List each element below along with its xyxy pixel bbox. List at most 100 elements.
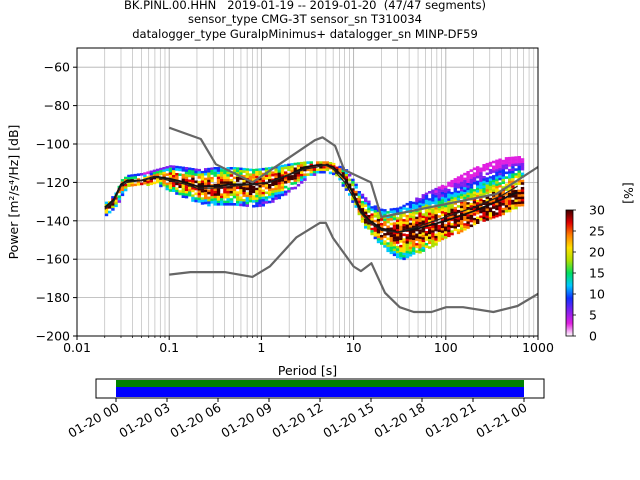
pdf-cell bbox=[421, 218, 425, 221]
pdf-cell bbox=[511, 195, 515, 198]
pdf-cell bbox=[367, 205, 371, 208]
pdf-cell bbox=[504, 159, 509, 163]
pdf-cell bbox=[418, 198, 422, 201]
pdf-cell bbox=[514, 194, 518, 198]
pdf-cell bbox=[405, 214, 409, 218]
pdf-cell bbox=[463, 184, 467, 188]
pdf-cell bbox=[191, 196, 195, 200]
pdf-cell bbox=[287, 168, 291, 171]
pdf-cell bbox=[514, 158, 518, 162]
pdf-cell bbox=[191, 182, 195, 185]
pdf-cell bbox=[194, 192, 198, 196]
pdf-cell bbox=[200, 197, 205, 200]
pdf-cell bbox=[408, 232, 413, 235]
pdf-cell bbox=[143, 174, 147, 178]
pdf-cell bbox=[472, 213, 477, 216]
pdf-cell bbox=[300, 171, 304, 175]
pdf-cell bbox=[274, 194, 278, 198]
pdf-cell bbox=[396, 229, 400, 232]
pdf-cell bbox=[421, 249, 425, 252]
pdf-cell bbox=[197, 195, 201, 198]
pdf-cell bbox=[460, 217, 464, 221]
pdf-cell bbox=[440, 201, 445, 205]
pdf-cell bbox=[252, 204, 256, 208]
timeline-tick-label: 01-20 12 bbox=[269, 400, 325, 441]
pdf-cell bbox=[344, 188, 349, 191]
pdf-cell bbox=[197, 197, 201, 201]
pdf-cell bbox=[508, 168, 512, 172]
pdf-cell bbox=[380, 218, 384, 221]
pdf-cell bbox=[210, 177, 214, 180]
pdf-cell bbox=[498, 182, 502, 186]
pdf-cell bbox=[495, 214, 499, 218]
pdf-cell bbox=[517, 182, 521, 185]
pdf-cell bbox=[466, 214, 470, 217]
pdf-cell bbox=[405, 224, 409, 228]
pdf-cell bbox=[178, 192, 182, 196]
pdf-cell bbox=[520, 179, 525, 183]
pdf-cell bbox=[216, 169, 221, 172]
pdf-cell bbox=[168, 170, 173, 173]
pdf-cell bbox=[431, 239, 435, 243]
pdf-cell bbox=[303, 173, 307, 177]
pdf-cell bbox=[261, 191, 265, 195]
pdf-cell bbox=[456, 190, 461, 194]
pdf-cell bbox=[456, 231, 461, 235]
pdf-cell bbox=[293, 172, 297, 175]
pdf-cell bbox=[431, 225, 435, 229]
pdf-cell bbox=[284, 178, 288, 182]
pdf-cell bbox=[242, 167, 246, 171]
pdf-cell bbox=[485, 201, 489, 204]
pdf-cell bbox=[111, 208, 115, 211]
pdf-cell bbox=[479, 193, 483, 197]
pdf-cell bbox=[172, 165, 176, 168]
pdf-cell bbox=[252, 178, 256, 182]
pdf-cell bbox=[239, 170, 243, 173]
pdf-cell bbox=[517, 192, 521, 195]
pdf-cell bbox=[421, 227, 425, 231]
pdf-cell bbox=[492, 175, 496, 178]
pdf-cell bbox=[188, 179, 192, 183]
pdf-cell bbox=[210, 198, 214, 202]
pdf-cell bbox=[431, 208, 435, 212]
pdf-cell bbox=[485, 167, 489, 171]
pdf-cell bbox=[488, 178, 493, 182]
pdf-cell bbox=[175, 182, 179, 186]
pdf-cell bbox=[376, 233, 381, 236]
pdf-cell bbox=[290, 165, 294, 169]
pdf-cell bbox=[498, 170, 502, 174]
pdf-cell bbox=[456, 193, 461, 196]
pdf-cell bbox=[268, 179, 272, 182]
y-tick-label: −100 bbox=[36, 137, 70, 152]
pdf-cell bbox=[431, 201, 435, 205]
pdf-cell bbox=[223, 181, 227, 184]
pdf-cell bbox=[373, 227, 377, 230]
pdf-cell bbox=[300, 164, 304, 167]
pdf-cell bbox=[255, 204, 259, 208]
pdf-cell bbox=[268, 186, 272, 189]
pdf-cell bbox=[216, 198, 221, 201]
pdf-cell bbox=[386, 218, 390, 221]
pdf-cell bbox=[424, 209, 429, 212]
pdf-cell bbox=[127, 174, 131, 178]
pdf-cell bbox=[344, 176, 349, 179]
pdf-cell bbox=[440, 232, 445, 236]
pdf-cell bbox=[360, 215, 365, 218]
pdf-cell bbox=[386, 244, 390, 248]
pdf-cell bbox=[408, 234, 413, 238]
pdf-cell bbox=[405, 219, 409, 223]
pdf-cell bbox=[373, 236, 377, 240]
pdf-cell bbox=[204, 168, 208, 171]
pdf-cell bbox=[271, 171, 275, 174]
pdf-cell bbox=[498, 177, 502, 181]
pdf-cell bbox=[495, 162, 499, 165]
pdf-cell bbox=[437, 196, 441, 199]
pdf-cell bbox=[264, 196, 269, 199]
pdf-cell bbox=[444, 200, 448, 203]
pdf-cell bbox=[357, 210, 361, 213]
pdf-cell bbox=[252, 173, 256, 177]
pdf-cell bbox=[456, 178, 461, 182]
pdf-cell bbox=[447, 222, 451, 226]
pdf-cell bbox=[232, 193, 237, 196]
pdf-cell bbox=[255, 202, 259, 205]
